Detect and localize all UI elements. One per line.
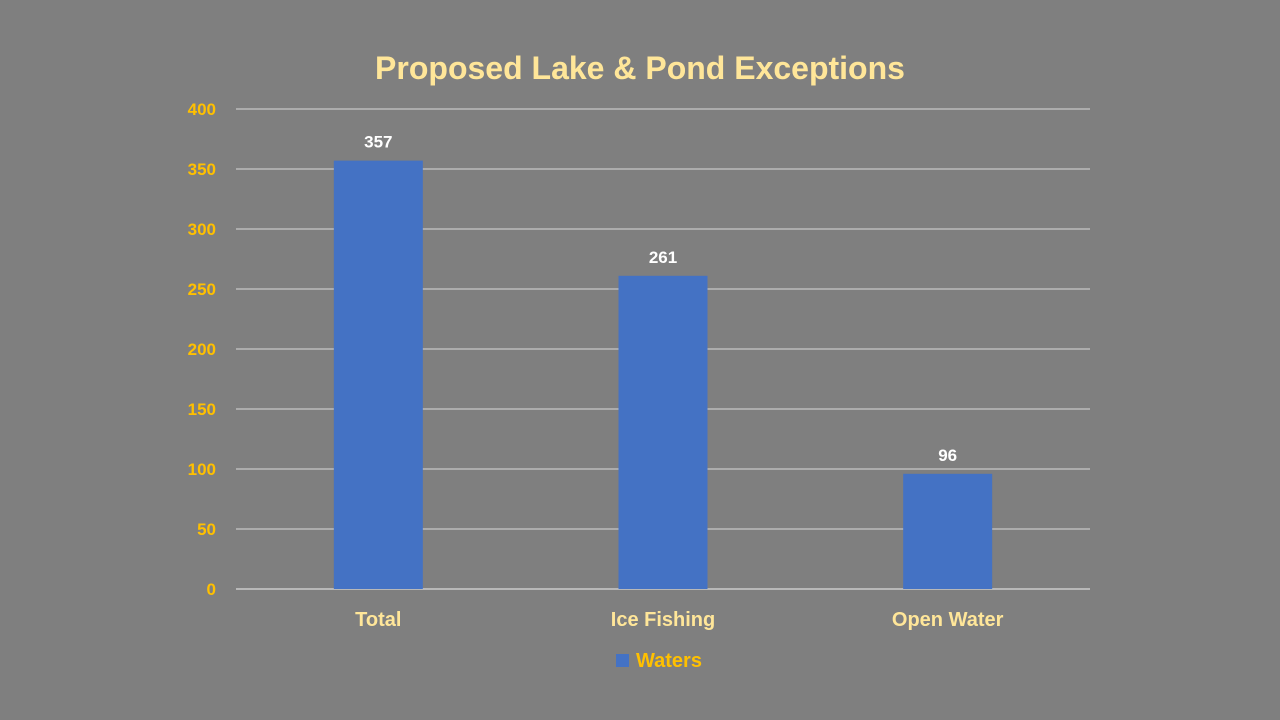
y-axis-ticks: 0 50 100 150 200 250 300 350 400 bbox=[188, 100, 216, 599]
legend-label: Waters bbox=[636, 650, 702, 672]
chart-title: Proposed Lake & Pond Exceptions bbox=[375, 50, 905, 86]
bar bbox=[618, 275, 708, 589]
y-tick-label: 250 bbox=[188, 280, 216, 299]
legend: Waters bbox=[616, 650, 702, 672]
x-tick-label: Open Water bbox=[892, 609, 1004, 631]
bars bbox=[333, 160, 993, 589]
y-tick-label: 350 bbox=[188, 160, 216, 179]
y-tick-label: 300 bbox=[188, 220, 216, 239]
y-tick-label: 50 bbox=[197, 520, 216, 539]
legend-swatch bbox=[616, 654, 629, 667]
bar bbox=[903, 473, 993, 589]
y-tick-label: 400 bbox=[188, 100, 216, 119]
data-labels: 357 261 96 bbox=[364, 133, 957, 465]
y-tick-label: 0 bbox=[207, 580, 216, 599]
bar bbox=[333, 160, 423, 589]
y-tick-label: 150 bbox=[188, 400, 216, 419]
x-axis-ticks: Total Ice Fishing Open Water bbox=[355, 609, 1003, 631]
data-label: 96 bbox=[938, 446, 957, 465]
y-tick-label: 200 bbox=[188, 340, 216, 359]
y-tick-label: 100 bbox=[188, 460, 216, 479]
data-label: 261 bbox=[649, 248, 677, 267]
x-tick-label: Ice Fishing bbox=[611, 609, 715, 631]
x-tick-label: Total bbox=[355, 609, 401, 631]
data-label: 357 bbox=[364, 133, 392, 152]
